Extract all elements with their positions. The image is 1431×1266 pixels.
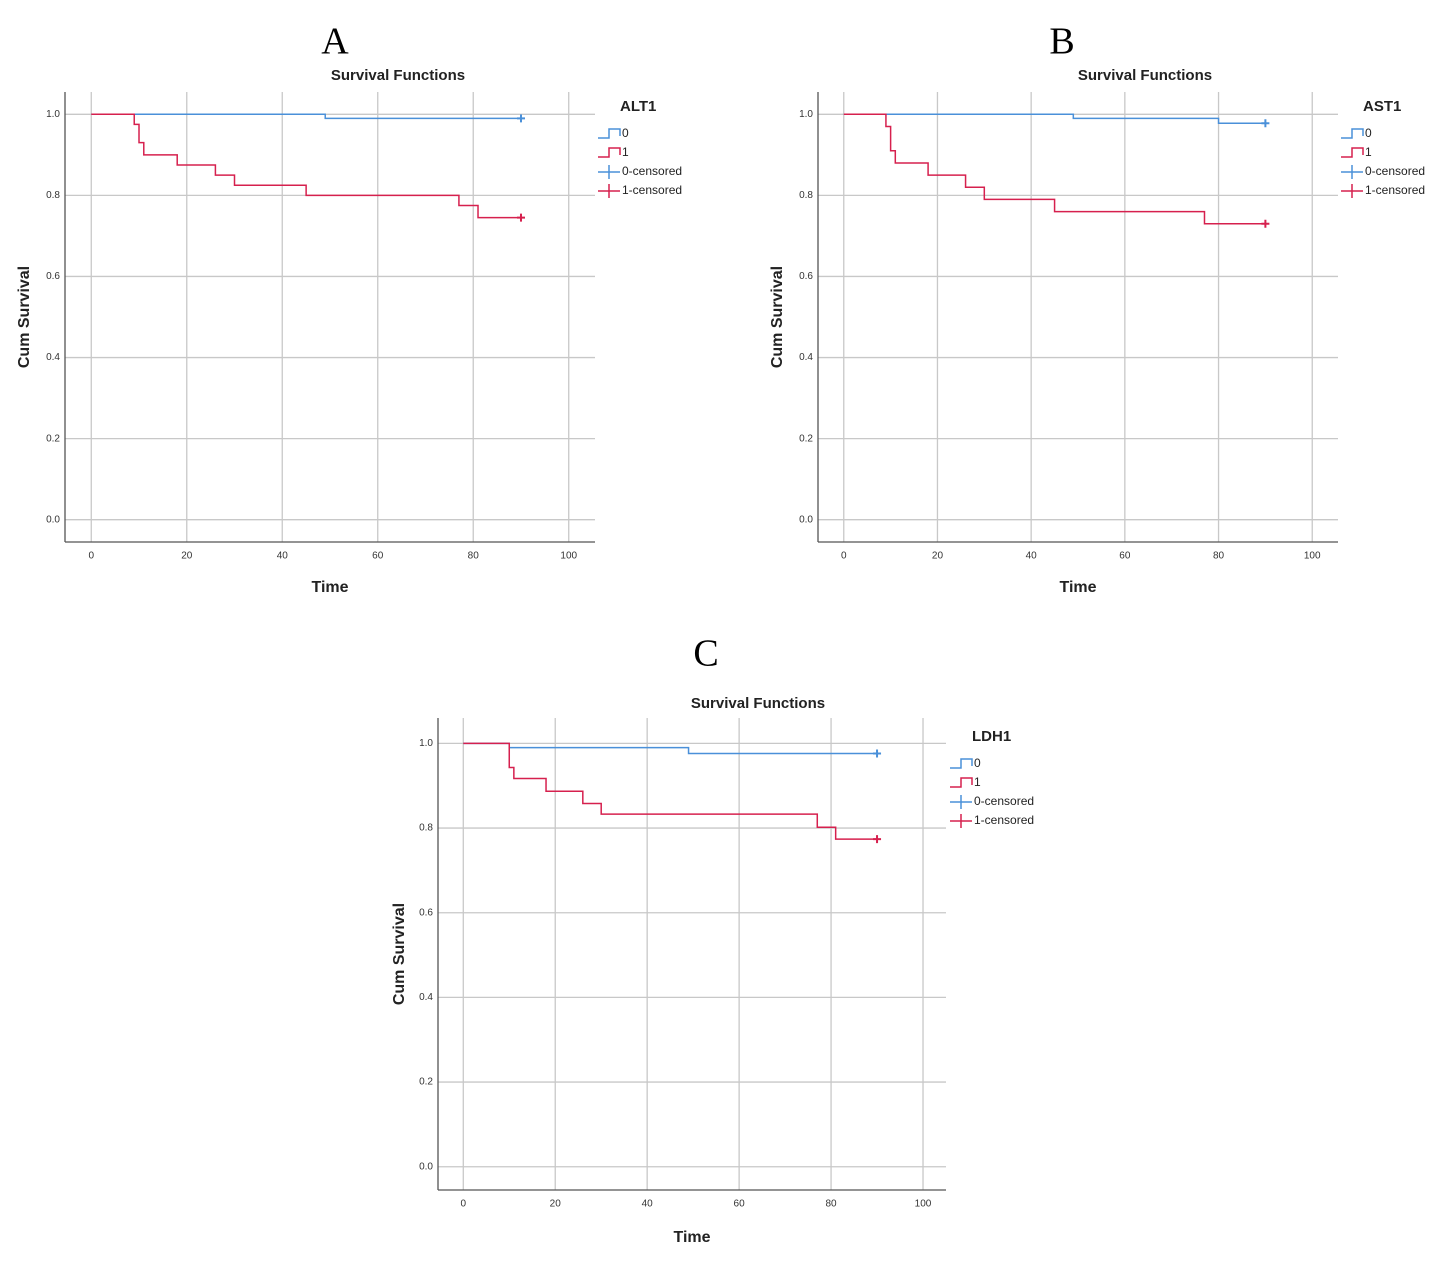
x-tick-label: 40 xyxy=(1026,551,1038,562)
legend-label: 0 xyxy=(1365,126,1372,140)
x-tick-label: 100 xyxy=(915,1199,932,1210)
x-axis-label: Time xyxy=(311,579,348,596)
legend-label: 1-censored xyxy=(1365,183,1425,197)
legend-label: 0-censored xyxy=(1365,164,1425,178)
survival-curve xyxy=(463,742,878,840)
legend-symbol xyxy=(598,184,620,198)
x-tick-label: 0 xyxy=(461,1199,467,1210)
x-tick-label: 80 xyxy=(1213,551,1225,562)
chart-title: Survival Functions xyxy=(691,695,825,712)
x-axis-label: Time xyxy=(673,1229,710,1246)
x-tick-label: 100 xyxy=(560,551,577,562)
x-tick-label: 80 xyxy=(468,551,480,562)
x-tick-label: 100 xyxy=(1304,551,1321,562)
x-tick-label: 0 xyxy=(88,551,94,562)
x-tick-label: 80 xyxy=(826,1199,838,1210)
x-tick-label: 40 xyxy=(277,551,289,562)
x-tick-label: 60 xyxy=(372,551,384,562)
legend-title: ALT1 xyxy=(620,98,656,115)
x-tick-label: 40 xyxy=(642,1199,654,1210)
y-tick-label: 0.8 xyxy=(46,190,60,201)
legend-label: 0 xyxy=(974,756,981,770)
legend-symbol xyxy=(950,814,972,828)
y-tick-label: 0.2 xyxy=(46,433,60,444)
panel-letter: C xyxy=(693,633,718,675)
y-tick-label: 1.0 xyxy=(419,738,433,749)
y-axis-label: Cum Survival xyxy=(16,266,33,368)
y-tick-label: 1.0 xyxy=(799,109,813,120)
legend-symbol xyxy=(1341,165,1363,179)
legend-symbol xyxy=(1341,184,1363,198)
y-axis-label: Cum Survival xyxy=(391,903,408,1005)
y-tick-label: 0.2 xyxy=(419,1077,433,1088)
legend-symbol xyxy=(950,777,973,788)
y-tick-label: 0.4 xyxy=(46,352,60,363)
legend-title: LDH1 xyxy=(972,728,1011,745)
x-tick-label: 60 xyxy=(1119,551,1131,562)
legend-label: 0-censored xyxy=(974,794,1034,808)
y-tick-label: 0.6 xyxy=(799,271,813,282)
y-tick-label: 0.8 xyxy=(799,190,813,201)
x-tick-label: 20 xyxy=(932,551,944,562)
x-axis-label: Time xyxy=(1059,579,1096,596)
y-tick-label: 0.0 xyxy=(419,1161,433,1172)
y-tick-label: 0.4 xyxy=(419,992,433,1003)
censor-mark xyxy=(1261,119,1270,128)
survival-curve xyxy=(463,742,878,755)
censor-mark xyxy=(1261,219,1270,228)
legend-label: 1 xyxy=(974,775,981,789)
legend-label: 0-censored xyxy=(622,164,682,178)
legend-symbol xyxy=(598,165,620,179)
y-axis-label: Cum Survival xyxy=(769,266,786,368)
censor-mark xyxy=(516,213,525,222)
legend-title: AST1 xyxy=(1363,98,1401,115)
y-tick-label: 0.6 xyxy=(46,271,60,282)
survival-curve xyxy=(843,113,1266,225)
legend-label: 1 xyxy=(1365,145,1372,159)
legend-symbol xyxy=(598,147,621,158)
y-tick-label: 0.2 xyxy=(799,433,813,444)
chart-title: Survival Functions xyxy=(331,67,465,84)
y-tick-label: 0.4 xyxy=(799,352,813,363)
legend-symbol xyxy=(950,795,972,809)
y-tick-label: 0.0 xyxy=(799,514,813,525)
survival-curve xyxy=(91,113,521,120)
legend-symbol xyxy=(950,758,973,769)
legend-label: 1-censored xyxy=(622,183,682,197)
y-tick-label: 1.0 xyxy=(46,109,60,120)
x-tick-label: 20 xyxy=(181,551,193,562)
x-tick-label: 0 xyxy=(841,551,847,562)
x-tick-label: 60 xyxy=(734,1199,746,1210)
y-tick-label: 0.6 xyxy=(419,907,433,918)
legend-label: 1 xyxy=(622,145,629,159)
legend-label: 1-censored xyxy=(974,813,1034,827)
legend-label: 0 xyxy=(622,126,629,140)
legend-symbol xyxy=(598,128,621,139)
y-tick-label: 0.0 xyxy=(46,514,60,525)
censor-mark xyxy=(873,749,882,758)
censor-mark xyxy=(516,114,525,123)
legend-symbol xyxy=(1341,147,1364,158)
survival-curve xyxy=(843,113,1266,124)
legend-symbol xyxy=(1341,128,1364,139)
censor-mark xyxy=(873,835,882,844)
survival-curve xyxy=(91,113,521,219)
x-tick-label: 20 xyxy=(550,1199,562,1210)
panel-letter: B xyxy=(1049,21,1074,63)
chart-title: Survival Functions xyxy=(1078,67,1212,84)
panel-letter: A xyxy=(321,21,349,63)
y-tick-label: 0.8 xyxy=(419,823,433,834)
